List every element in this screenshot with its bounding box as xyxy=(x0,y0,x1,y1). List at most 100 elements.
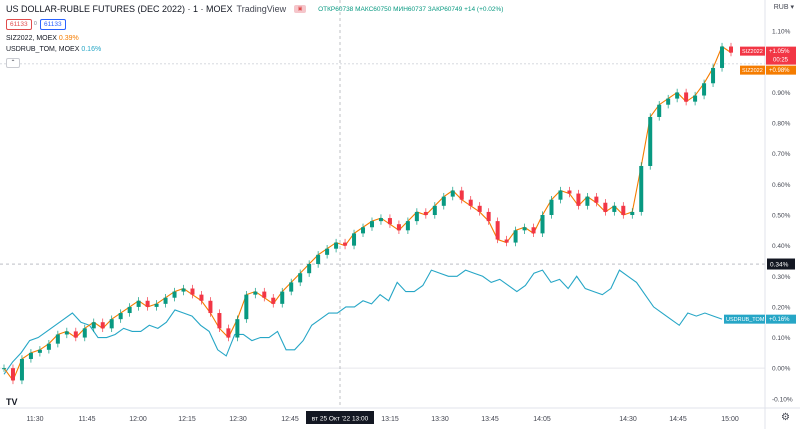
candle-body[interactable] xyxy=(477,205,482,212)
candle-body[interactable] xyxy=(334,242,339,249)
candle-body[interactable] xyxy=(468,199,473,206)
gear-icon[interactable]: ⚙ xyxy=(781,412,790,423)
candle-body[interactable] xyxy=(549,199,554,215)
candle-body[interactable] xyxy=(612,205,617,212)
candle-body[interactable] xyxy=(46,343,51,350)
candle-body[interactable] xyxy=(316,254,321,265)
candle-body[interactable] xyxy=(73,331,78,338)
candle-body[interactable] xyxy=(298,273,303,283)
candle-body[interactable] xyxy=(369,221,374,228)
candle-body[interactable] xyxy=(711,67,716,84)
candle-body[interactable] xyxy=(576,193,581,206)
candle-body[interactable] xyxy=(675,92,680,99)
candle-body[interactable] xyxy=(289,282,294,292)
legend-item-siz2022[interactable]: SIZ2022, MOEX 0.39% xyxy=(6,35,79,42)
candle-body[interactable] xyxy=(450,190,455,197)
candle-body[interactable] xyxy=(226,328,231,338)
candle-body[interactable] xyxy=(522,227,527,231)
candle-body[interactable] xyxy=(280,291,285,304)
candle-body[interactable] xyxy=(136,300,141,307)
candle-body[interactable] xyxy=(55,334,60,344)
candle-body[interactable] xyxy=(504,239,509,243)
candle-body[interactable] xyxy=(2,368,6,370)
candle-body[interactable] xyxy=(154,303,159,307)
candle-body[interactable] xyxy=(540,215,545,234)
candle-body[interactable] xyxy=(91,322,96,329)
candle-body[interactable] xyxy=(82,328,87,338)
candle-body[interactable] xyxy=(594,196,599,203)
candle-body[interactable] xyxy=(567,190,572,194)
candle-body[interactable] xyxy=(387,218,392,225)
x-tick-label: 14:30 xyxy=(619,416,637,423)
legend-item-usdrub[interactable]: USDRUB_TOM, MOEX 0.16% xyxy=(6,46,101,53)
siz-name-badge xyxy=(740,46,765,56)
candle-body[interactable] xyxy=(64,331,69,335)
candle-body[interactable] xyxy=(630,211,635,215)
candle-body[interactable] xyxy=(325,248,330,255)
series-line-usdrub[interactable] xyxy=(3,269,723,375)
candle-body[interactable] xyxy=(684,92,689,102)
candle-body[interactable] xyxy=(693,95,698,102)
candle-body[interactable] xyxy=(109,319,114,329)
symbol-title[interactable]: US DOLLAR-RUBLE FUTURES (DEC 2022) · 1 ·… xyxy=(6,4,233,14)
candle-body[interactable] xyxy=(199,294,204,301)
collapse-legend-button[interactable]: ⌃ xyxy=(6,58,20,68)
candle-body[interactable] xyxy=(423,211,428,215)
candle-body[interactable] xyxy=(271,297,276,304)
candle-body[interactable] xyxy=(405,221,410,231)
x-tick-label: 11:45 xyxy=(79,416,96,423)
candle-body[interactable] xyxy=(361,227,366,234)
candle-body[interactable] xyxy=(414,211,419,222)
candle-body[interactable] xyxy=(720,46,725,68)
candle-body[interactable] xyxy=(666,98,671,105)
candle-body[interactable] xyxy=(459,190,464,200)
candle-body[interactable] xyxy=(118,313,123,320)
candle-body[interactable] xyxy=(495,221,500,240)
candle-body[interactable] xyxy=(486,211,491,222)
candle-body[interactable] xyxy=(585,196,590,206)
candle-body[interactable] xyxy=(378,218,383,222)
candle-body[interactable] xyxy=(217,313,222,329)
candle-body[interactable] xyxy=(343,242,348,246)
candle-body[interactable] xyxy=(163,297,168,304)
candle-body[interactable] xyxy=(702,83,707,96)
candle-body[interactable] xyxy=(657,104,662,117)
candle-body[interactable] xyxy=(513,230,518,243)
candle-body[interactable] xyxy=(190,288,195,295)
candle-body[interactable] xyxy=(603,202,608,212)
candle-body[interactable] xyxy=(621,205,626,215)
candle-body[interactable] xyxy=(441,196,446,206)
plot-area[interactable] xyxy=(2,42,733,385)
candle-body[interactable] xyxy=(100,322,105,329)
sell-price-button[interactable]: 61133 xyxy=(6,19,32,30)
candle-body[interactable] xyxy=(531,227,536,234)
candle-body[interactable] xyxy=(648,116,653,166)
candle-body[interactable] xyxy=(10,368,15,381)
candle-body[interactable] xyxy=(558,190,563,200)
candle-body[interactable] xyxy=(352,233,357,246)
candle-body[interactable] xyxy=(208,300,213,314)
siz-value-badge xyxy=(766,46,796,65)
candle-body[interactable] xyxy=(181,288,186,292)
candle-body[interactable] xyxy=(262,291,267,298)
candle-body[interactable] xyxy=(172,291,177,298)
candle-body[interactable] xyxy=(19,358,24,381)
candle-body[interactable] xyxy=(639,165,644,212)
candle-body[interactable] xyxy=(396,224,401,231)
candle-body[interactable] xyxy=(127,306,132,314)
candle-body[interactable] xyxy=(432,205,437,215)
candle-body[interactable] xyxy=(307,264,312,274)
buy-price-button[interactable]: 61133 xyxy=(40,19,66,30)
series-line-siz2022[interactable] xyxy=(3,45,732,382)
candle-body[interactable] xyxy=(253,291,258,295)
candle-body[interactable] xyxy=(729,46,733,53)
candle-body[interactable] xyxy=(28,352,33,359)
candle-body[interactable] xyxy=(235,319,240,338)
tradingview-logo-icon[interactable]: TV xyxy=(6,397,18,407)
candle-body[interactable] xyxy=(244,294,249,320)
currency-label[interactable]: RUB ▾ xyxy=(774,3,794,11)
x-tick-label: 12:30 xyxy=(229,416,247,423)
candle-body[interactable] xyxy=(37,349,42,353)
candle-body[interactable] xyxy=(145,300,150,307)
